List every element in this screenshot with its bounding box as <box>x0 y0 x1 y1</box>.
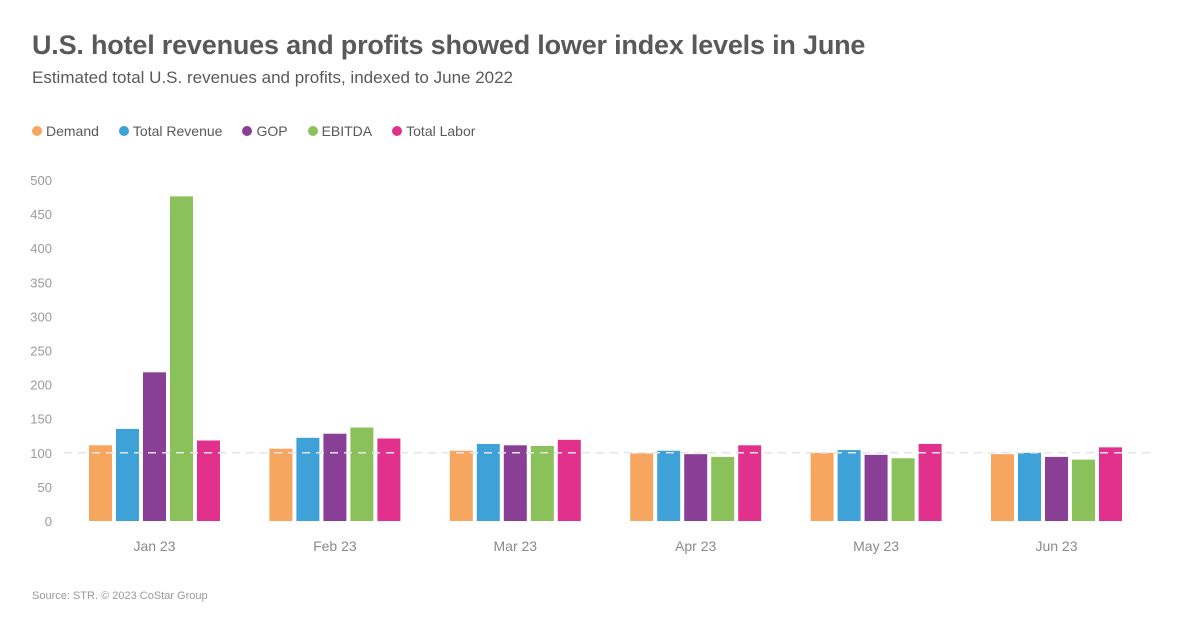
y-tick-label: 400 <box>30 241 52 256</box>
x-tick-label: Mar 23 <box>494 538 538 554</box>
bar-ebitda-feb-23 <box>350 427 374 521</box>
legend-swatch <box>32 126 42 136</box>
y-tick-label: 350 <box>30 275 52 290</box>
bar-gop-jan-23 <box>143 372 166 521</box>
bar-gop-jun-23 <box>1045 456 1068 521</box>
legend-item-ebitda: EBITDA <box>307 123 373 139</box>
bar-total-revenue-jan-23 <box>116 428 139 521</box>
chart-subtitle: Estimated total U.S. revenues and profit… <box>32 68 514 87</box>
bar-total-labor-mar-23 <box>557 439 581 521</box>
y-tick-label: 500 <box>30 173 52 188</box>
bar-ebitda-mar-23 <box>530 445 554 521</box>
bar-total-revenue-jun-23 <box>1018 452 1041 521</box>
legend-swatch <box>392 126 403 136</box>
x-tick-label: Jan 23 <box>133 538 175 554</box>
legend-swatch <box>307 126 318 136</box>
legend-item-demand: Demand <box>32 123 99 139</box>
bar-total-revenue-apr-23 <box>657 450 681 521</box>
legend-swatch <box>242 126 253 136</box>
legend-swatch <box>118 126 129 136</box>
legend-item-total-labor: Total Labor <box>392 123 475 139</box>
bar-gop-mar-23 <box>503 445 527 521</box>
legend-label: Total Labor <box>406 123 476 139</box>
chart-legend: Demand Total Revenue GOP EBITDA Total Labor <box>32 123 475 139</box>
bar-total-revenue-feb-23 <box>296 437 320 521</box>
x-tick-label: May 23 <box>853 538 899 554</box>
bar-demand-jun-23 <box>991 454 1014 521</box>
y-tick-label: 200 <box>30 378 52 393</box>
bar-demand-apr-23 <box>630 453 654 521</box>
legend-item-total-revenue: Total Revenue <box>118 123 223 139</box>
y-tick-label: 100 <box>30 446 52 461</box>
bar-ebitda-may-23 <box>891 458 915 521</box>
bar-demand-mar-23 <box>449 450 473 521</box>
source-note: Source: STR. © 2023 CoStar Group <box>32 590 208 602</box>
bar-ebitda-jan-23 <box>170 196 193 522</box>
legend-label: EBITDA <box>321 123 373 139</box>
bar-total-labor-feb-23 <box>377 438 401 521</box>
x-tick-label: Feb 23 <box>313 538 357 554</box>
chart-title: U.S. hotel revenues and profits showed l… <box>32 30 866 60</box>
x-tick-label: Apr 23 <box>675 538 716 554</box>
bar-total-revenue-may-23 <box>837 450 861 521</box>
bar-demand-feb-23 <box>269 448 293 521</box>
y-tick-label: 150 <box>30 412 52 427</box>
bar-gop-may-23 <box>864 454 888 521</box>
bar-gop-feb-23 <box>323 433 347 521</box>
legend-label: Demand <box>46 123 99 139</box>
bar-ebitda-jun-23 <box>1072 459 1095 521</box>
bar-gop-apr-23 <box>684 454 708 521</box>
y-tick-label: 250 <box>30 344 52 359</box>
legend-label: Total Revenue <box>132 123 223 139</box>
y-tick-label: 50 <box>38 480 52 495</box>
y-tick-label: 0 <box>45 514 52 529</box>
legend-label: GOP <box>256 123 288 139</box>
x-tick-label: Jun 23 <box>1035 538 1077 554</box>
bar-total-labor-may-23 <box>918 443 942 521</box>
bar-ebitda-apr-23 <box>711 456 735 521</box>
bar-demand-may-23 <box>810 452 834 521</box>
bar-total-revenue-mar-23 <box>476 443 500 521</box>
y-tick-label: 300 <box>30 309 52 324</box>
legend-item-gop: GOP <box>242 123 288 139</box>
y-tick-label: 450 <box>30 207 52 222</box>
bar-total-labor-jun-23 <box>1099 447 1122 521</box>
bar-demand-jan-23 <box>89 445 112 521</box>
bar-total-labor-apr-23 <box>738 445 762 521</box>
bar-total-labor-jan-23 <box>197 440 220 521</box>
